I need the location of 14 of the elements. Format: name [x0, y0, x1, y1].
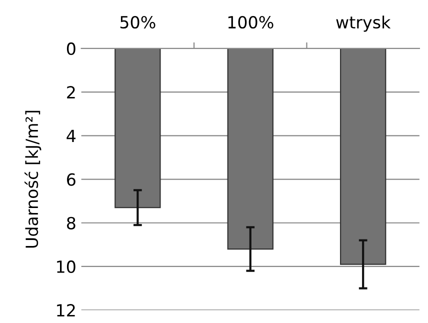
bar	[114, 48, 161, 208]
y-tick-label: 4	[66, 130, 76, 142]
bar	[227, 48, 274, 250]
x-tick-label: wtrysk	[336, 16, 391, 32]
y-axis-title: Udarność [kJ/m²]	[24, 110, 42, 248]
y-tick-label: 8	[66, 216, 76, 230]
y-tick-label: 2	[67, 86, 75, 98]
y-tick-label: 12	[57, 304, 75, 316]
y-tick-label: 6	[67, 173, 76, 186]
x-tick-label: 100%	[228, 16, 274, 29]
x-tick-label: 50%	[120, 16, 156, 29]
y-tick-label: 10	[57, 260, 76, 274]
bar	[340, 48, 386, 265]
y-tick-label: 0	[66, 42, 76, 56]
